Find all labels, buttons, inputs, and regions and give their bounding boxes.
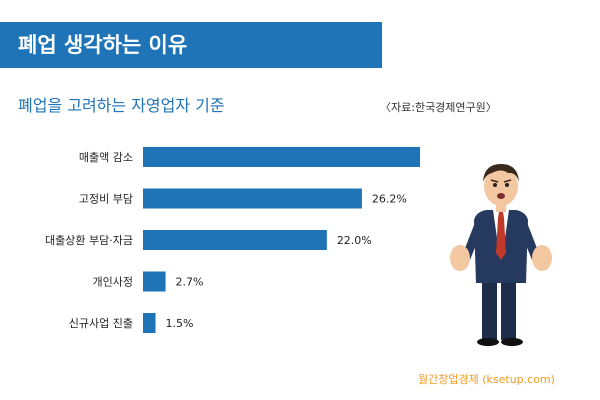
bar <box>143 313 156 333</box>
value-label: 26.2% <box>372 193 407 206</box>
bar <box>143 147 420 167</box>
value-label: 2.7% <box>176 276 204 289</box>
source-note: 〈자료:한국경제연구원〉 <box>380 101 497 114</box>
bar <box>143 188 362 209</box>
businessman-illustration <box>450 164 552 346</box>
category-label: 신규사업 진출 <box>69 317 133 330</box>
chart-subtitle: 폐업을 고려하는 자영업자 기준 <box>18 96 225 115</box>
value-label: 22.0% <box>337 234 372 247</box>
bar <box>143 271 166 292</box>
page-title: 폐업 생각하는 이유 <box>18 33 188 57</box>
bar <box>143 230 327 250</box>
category-label: 고정비 부담 <box>79 193 133 206</box>
category-label: 매출액 감소 <box>79 151 133 164</box>
value-label: 1.5% <box>166 317 194 330</box>
category-label: 개인사정 <box>93 276 133 289</box>
category-label: 대출상환 부담·자금 <box>45 234 133 247</box>
footer-credit: 월간창업경제 (ksetup.com) <box>418 373 555 386</box>
title-banner: 폐업 생각하는 이유 <box>0 22 382 68</box>
